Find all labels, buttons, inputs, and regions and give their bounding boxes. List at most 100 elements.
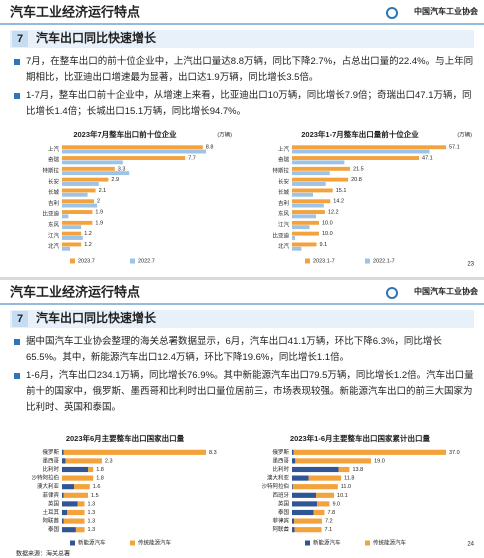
bar-segment xyxy=(62,484,75,490)
total-label: 37.0 xyxy=(449,450,460,456)
section-number-box xyxy=(12,311,28,327)
chart-title: 2023年6月主要整车出口国家出口量 xyxy=(66,433,185,443)
bar xyxy=(62,171,130,176)
page-number: 23 xyxy=(467,262,474,268)
value-label: 57.1 xyxy=(449,145,460,151)
section-bar xyxy=(10,310,474,328)
bar-segment xyxy=(294,527,322,533)
section-number: 7 xyxy=(17,33,23,45)
value-label: 1.9 xyxy=(95,220,103,226)
bar-segment xyxy=(308,475,342,481)
bar xyxy=(292,182,326,186)
legend-swatch xyxy=(365,258,370,264)
section-number-box xyxy=(12,31,28,47)
header-title: 汽车工业经济运行特点 xyxy=(10,284,140,299)
bar xyxy=(292,171,330,176)
legend-swatch xyxy=(365,540,370,546)
bar-segment xyxy=(65,458,102,464)
bar xyxy=(62,188,96,193)
category-label: 北汽 xyxy=(278,242,290,250)
value-label: 1.2 xyxy=(84,231,92,237)
bar xyxy=(62,182,99,186)
category-label: 俄罗斯 xyxy=(42,448,59,456)
total-label: 10.1 xyxy=(337,493,348,499)
category-label: 泰国 xyxy=(278,508,290,516)
page-number: 24 xyxy=(467,542,474,548)
bar xyxy=(292,220,319,225)
legend-swatch xyxy=(305,258,310,264)
chart-title: 2023年1-6月主要整车出口国家累计出口量 xyxy=(290,433,431,443)
bar xyxy=(62,203,98,208)
logo-icon xyxy=(386,7,398,19)
category-label: 上汽 xyxy=(278,145,290,153)
value-label: 21.5 xyxy=(353,166,364,172)
bar xyxy=(292,203,324,208)
bullet: 1-6月，汽车出口234.1万辆，同比增长76.9%。其中新能源汽车出口79.5… xyxy=(14,368,474,416)
bar-segment xyxy=(292,449,294,455)
value-label: 14.2 xyxy=(333,199,344,205)
category-label: 上汽 xyxy=(48,145,60,153)
value-label: 10.0 xyxy=(322,220,333,226)
bar xyxy=(292,188,333,193)
bar xyxy=(62,156,186,160)
section-heading: 汽车出口同比快速增长 xyxy=(36,30,157,45)
bar xyxy=(62,210,93,214)
category-label: 墨西哥 xyxy=(272,457,289,464)
bar-segment xyxy=(62,501,78,507)
value-label: 1.9 xyxy=(95,209,103,215)
source: 数据来源：海关总署 xyxy=(16,550,70,558)
bar xyxy=(62,149,206,154)
category-label: 长城 xyxy=(278,188,290,196)
bar-segment xyxy=(63,449,206,455)
value-label: 2.1 xyxy=(99,188,107,194)
value-label: 2 xyxy=(97,199,100,205)
bar xyxy=(292,149,430,154)
total-label: 1.3 xyxy=(88,510,96,516)
bar-segment xyxy=(295,458,372,464)
bar xyxy=(292,177,349,182)
category-label: 江汽 xyxy=(278,220,290,228)
bar-segment xyxy=(74,484,90,490)
bar-segment xyxy=(292,484,338,490)
category-label: 特斯拉 xyxy=(42,166,59,174)
total-label: 13.8 xyxy=(352,467,363,473)
category-label: 东风 xyxy=(48,220,60,228)
bar xyxy=(292,160,345,165)
separator xyxy=(0,277,484,280)
legend-swatch xyxy=(70,540,75,546)
bar xyxy=(62,166,115,171)
category-label: 沙特阿拉伯 xyxy=(261,482,289,490)
category-label: 泰国 xyxy=(48,525,60,533)
category-label: 长安 xyxy=(278,177,290,185)
chart-unit: (万辆) xyxy=(217,130,232,138)
bar-segment xyxy=(338,466,350,473)
bar-segment xyxy=(62,492,64,498)
category-label: 吉利 xyxy=(278,199,289,207)
category-label: 阿联酋 xyxy=(272,525,289,533)
bar-segment xyxy=(292,509,314,516)
bar-segment xyxy=(292,458,296,464)
total-label: 2.3 xyxy=(105,458,113,464)
category-label: 奇瑞 xyxy=(278,156,290,164)
bar-segment xyxy=(63,518,85,524)
total-label: 1.5 xyxy=(91,493,99,499)
total-label: 1.3 xyxy=(88,519,96,525)
category-label: 北汽 xyxy=(48,242,60,250)
legend-label: 传统能源汽车 xyxy=(373,538,407,546)
category-label: 菲律宾 xyxy=(272,517,289,525)
bullet: 7月，在整车出口的前十位企业中，上汽出口量达8.8万辆，同比下降2.7%，占总出… xyxy=(14,54,474,86)
bar-segment xyxy=(292,527,295,533)
category-label: 比亚迪 xyxy=(42,210,59,218)
bar-segment xyxy=(62,518,64,524)
bar-segment xyxy=(62,449,64,455)
legend-label: 2022.7 xyxy=(138,258,155,264)
bar-segment xyxy=(62,466,89,473)
category-label: 东风 xyxy=(278,210,290,218)
category-label: 澳大利亚 xyxy=(37,482,60,490)
bar xyxy=(62,214,69,219)
bar xyxy=(62,192,88,197)
bar-segment xyxy=(293,449,446,455)
category-label: 西班牙 xyxy=(272,491,289,499)
value-label: 1.2 xyxy=(84,242,92,248)
value-label: 12.2 xyxy=(328,209,339,215)
